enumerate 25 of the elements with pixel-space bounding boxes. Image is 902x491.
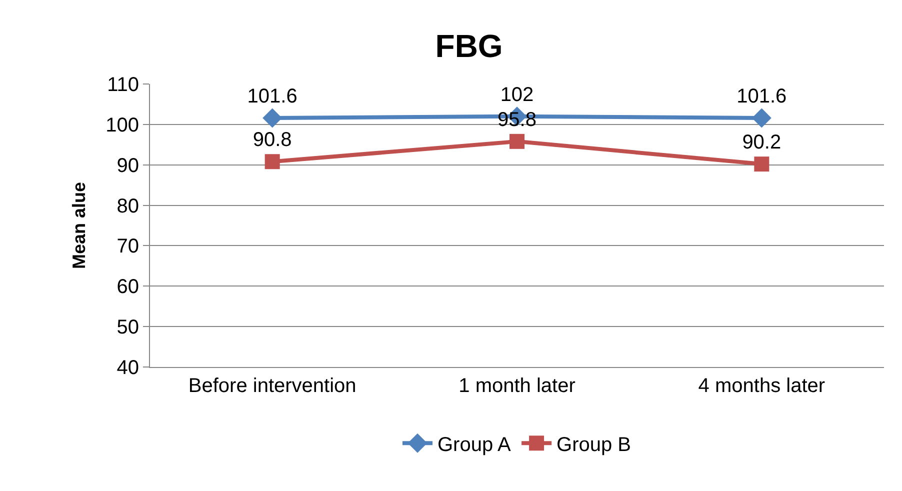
y-tick-label: 100 bbox=[106, 114, 139, 136]
data-label: 101.6 bbox=[247, 86, 298, 108]
data-label: 101.6 bbox=[736, 86, 787, 108]
point bbox=[510, 134, 524, 149]
y-tick-label: 80 bbox=[116, 195, 139, 218]
data-label: 90.2 bbox=[742, 132, 782, 154]
y-tick-label: 110 bbox=[107, 74, 139, 96]
x-tick-label: 4 months later bbox=[698, 375, 826, 397]
legend-label: Group B bbox=[556, 434, 632, 456]
y-axis-title: Mean alue bbox=[68, 182, 89, 270]
y-tick-label: 70 bbox=[116, 236, 139, 258]
y-tick-label: 60 bbox=[116, 276, 139, 298]
x-tick-label: 1 month later bbox=[458, 375, 576, 397]
data-label: 90.8 bbox=[252, 129, 292, 152]
y-tick-label: 90 bbox=[116, 154, 139, 177]
point bbox=[264, 154, 280, 170]
y-tick-label: 40 bbox=[116, 357, 139, 379]
legend-label: Group A bbox=[438, 434, 512, 456]
data-label: 102 bbox=[500, 84, 534, 106]
point bbox=[754, 156, 770, 172]
point bbox=[262, 108, 282, 128]
x-tick-label: Before intervention bbox=[188, 375, 356, 397]
point bbox=[752, 108, 772, 128]
chart-title: FBG bbox=[435, 28, 503, 64]
y-tick-label: 50 bbox=[116, 316, 139, 339]
